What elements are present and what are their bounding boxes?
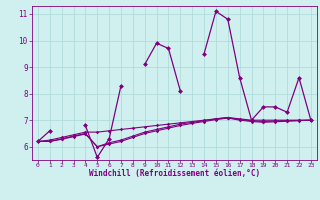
- X-axis label: Windchill (Refroidissement éolien,°C): Windchill (Refroidissement éolien,°C): [89, 169, 260, 178]
